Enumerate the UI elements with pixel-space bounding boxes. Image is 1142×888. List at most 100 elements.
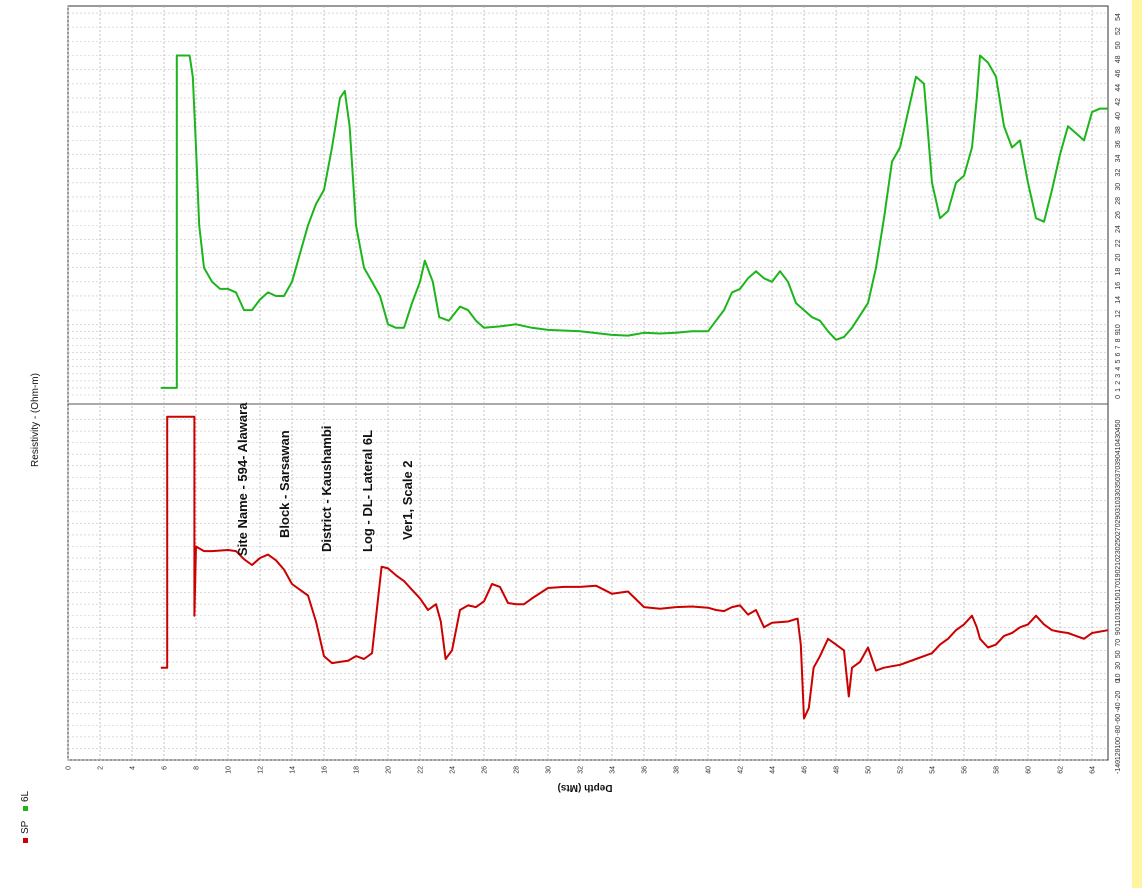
resistivity-tick-label: 46 (1115, 70, 1122, 78)
annotation-line: Log - DL- Lateral 6L (360, 430, 375, 552)
sp-tick-label: 130 (1115, 604, 1122, 616)
x-axis-label: Depth (Mts) (558, 782, 613, 793)
resistivity-tick-label: 54 (1115, 13, 1122, 21)
depth-tick-label: 62 (1058, 766, 1065, 774)
sp-tick-label: 70 (1115, 639, 1122, 647)
sp-tick-label: 110 (1115, 616, 1122, 627)
depth-tick-label: 38 (674, 766, 681, 774)
resistivity-tick-label: 9 (1115, 331, 1122, 335)
depth-tick-label: 26 (482, 766, 489, 774)
depth-tick-label: 30 (546, 766, 553, 774)
legend-label-sp: SP (20, 820, 31, 834)
depth-tick-label: 60 (1026, 766, 1033, 774)
resistivity-tick-label: 42 (1115, 98, 1122, 106)
resistivity-tick-label: 8 (1115, 338, 1122, 342)
depth-tick-label: 52 (898, 766, 905, 774)
tick-layer: 0 2 4 6 8 10 12 14 16 18 20 22 24 26 28 30 32 34 36 38 40 42 4… (66, 13, 1123, 774)
resistivity-tick-label: 38 (1115, 126, 1122, 134)
sp-tick-label: -60 (1115, 714, 1122, 724)
sp-tick-label: 30 (1115, 662, 1122, 670)
depth-tick-label: 58 (994, 766, 1001, 774)
sp-tick-label: 210 (1115, 558, 1122, 570)
annotation-line: District - Kaushambi (319, 426, 334, 552)
depth-tick-label: 12 (258, 766, 265, 774)
depth-tick-label: 22 (418, 766, 425, 774)
sp-tick-label: 170 (1115, 581, 1122, 593)
depth-tick-label: 6 (162, 766, 169, 770)
resistivity-tick-label: 5 (1115, 360, 1122, 364)
sp-tick-label: -40 (1115, 702, 1122, 712)
sp-tick-label: 350 (1115, 477, 1122, 489)
sp-tick-label: -140 (1115, 760, 1122, 774)
depth-tick-label: 4 (130, 766, 137, 770)
sp-tick-label: 290 (1115, 512, 1122, 524)
right-edge-bar (1132, 0, 1142, 888)
depth-tick-label: 40 (706, 766, 713, 774)
depth-tick-label: 46 (802, 766, 809, 774)
series-sp-line (160, 415, 1109, 720)
sp-tick-label: 390 (1115, 454, 1122, 466)
sp-tick-label: 430 (1115, 431, 1122, 443)
resistivity-tick-label: 6 (1115, 352, 1122, 356)
sp-tick-label: 370 (1115, 466, 1122, 478)
sp-tick-label: 190 (1115, 569, 1122, 581)
resistivity-tick-label: 24 (1115, 225, 1122, 233)
legend-swatch-sp (23, 838, 28, 843)
sp-tick-label: 50 (1115, 650, 1122, 658)
depth-tick-label: 54 (930, 766, 937, 774)
sp-tick-label: 150 (1115, 593, 1122, 605)
sp-tick-label: -120 (1115, 748, 1122, 762)
resistivity-tick-label: 4 (1115, 367, 1122, 371)
annotation-line: Block - Sarsawan (277, 430, 292, 538)
series-layer (160, 54, 1109, 720)
depth-tick-label: 10 (226, 766, 233, 774)
depth-tick-label: 32 (578, 766, 585, 774)
resistivity-tick-label: 52 (1115, 27, 1122, 35)
resistivity-tick-label: 3 (1115, 374, 1122, 378)
depth-tick-label: 28 (514, 766, 521, 774)
series-6l-line (160, 54, 1108, 389)
resistivity-tick-label: 50 (1115, 41, 1122, 49)
resistivity-tick-label: 16 (1115, 282, 1122, 290)
sp-tick-label: 0 (1115, 679, 1122, 683)
sp-tick-label: 230 (1115, 546, 1122, 558)
depth-tick-label: 2 (98, 766, 105, 770)
resistivity-tick-label: 36 (1115, 140, 1122, 148)
resistivity-tick-label: 44 (1115, 84, 1122, 92)
depth-tick-label: 24 (450, 766, 457, 774)
depth-tick-label: 34 (610, 766, 617, 774)
depth-tick-label: 56 (962, 766, 969, 774)
depth-tick-label: 64 (1090, 766, 1097, 774)
sp-tick-label: -80 (1115, 725, 1122, 735)
sp-tick-label: 450 (1115, 419, 1122, 431)
sp-tick-label: 330 (1115, 489, 1122, 501)
sp-tick-label: -100 (1115, 737, 1122, 751)
resistivity-tick-label: 14 (1115, 296, 1122, 304)
sp-tick-label: 10 (1115, 673, 1122, 681)
depth-tick-label: 50 (866, 766, 873, 774)
legend-label-6l: 6L (20, 790, 31, 802)
depth-tick-label: 36 (642, 766, 649, 774)
sp-tick-label: 270 (1115, 523, 1122, 535)
resistivity-tick-label: 30 (1115, 183, 1122, 191)
depth-tick-label: 0 (66, 766, 73, 770)
depth-tick-label: 14 (290, 766, 297, 774)
resistivity-tick-label: 0 (1115, 395, 1122, 399)
depth-tick-label: 42 (738, 766, 745, 774)
resistivity-tick-label: 48 (1115, 55, 1122, 63)
resistivity-tick-label: 32 (1115, 169, 1122, 177)
legend-swatch-6l (23, 806, 28, 811)
annotation-line: Ver1, Scale 2 (400, 460, 415, 540)
plot-frame (67, 5, 1109, 761)
resistivity-tick-label: 1 (1115, 388, 1122, 392)
depth-tick-label: 18 (354, 766, 361, 774)
resistivity-tick-label: 22 (1115, 239, 1122, 247)
sp-tick-label: -20 (1115, 691, 1122, 701)
depth-tick-label: 44 (770, 766, 777, 774)
resistivity-tick-label: 34 (1115, 154, 1122, 162)
annotation-block: Site Name - 594- Alawara Block - Sarsawan… (235, 402, 415, 556)
sp-tick-label: 90 (1115, 627, 1122, 635)
resistivity-tick-label: 10 (1115, 324, 1122, 332)
resistivity-axis-label: Resistivity - (Ohm-m) (30, 373, 41, 467)
